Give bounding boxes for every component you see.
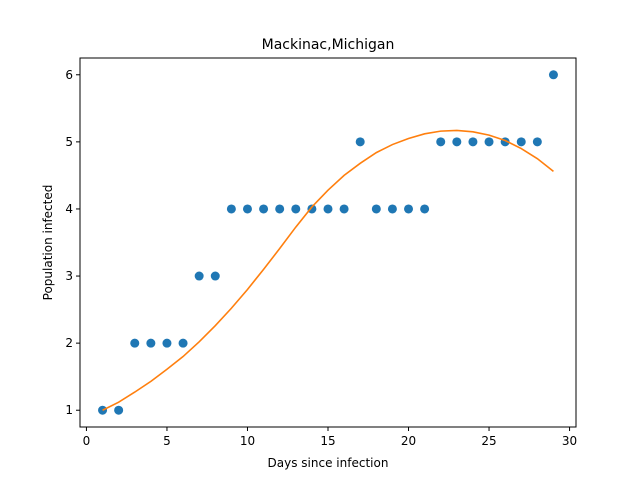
- x-tick-label: 5: [163, 434, 171, 448]
- data-point: [291, 204, 301, 214]
- data-point: [259, 204, 269, 214]
- data-point: [532, 137, 542, 147]
- y-tick-label: 4: [65, 202, 73, 216]
- y-tick-label: 1: [65, 403, 73, 417]
- data-point: [178, 338, 188, 348]
- data-point: [516, 137, 526, 147]
- chart-title: Mackinac,Michigan: [262, 37, 395, 53]
- data-point: [275, 204, 285, 214]
- x-tick-label: 15: [320, 434, 335, 448]
- data-point: [355, 137, 365, 147]
- data-point: [226, 204, 236, 214]
- y-tick-label: 3: [65, 269, 73, 283]
- data-point: [162, 338, 172, 348]
- data-point: [130, 338, 140, 348]
- data-point: [98, 405, 108, 415]
- data-point: [387, 204, 397, 214]
- data-point: [404, 204, 414, 214]
- x-tick-label: 20: [401, 434, 416, 448]
- data-point: [548, 70, 558, 80]
- data-point: [242, 204, 252, 214]
- x-tick-label: 10: [240, 434, 255, 448]
- data-point: [194, 271, 204, 281]
- fit-line: [102, 129, 554, 411]
- data-point: [114, 405, 124, 415]
- data-point: [371, 204, 381, 214]
- y-tick-label: 6: [65, 68, 73, 82]
- x-tick-label: 25: [481, 434, 496, 448]
- data-point: [452, 137, 462, 147]
- y-axis-label: Population infected: [41, 185, 55, 301]
- x-axis-label: Days since infection: [268, 456, 389, 470]
- data-point: [146, 338, 156, 348]
- data-point: [484, 137, 494, 147]
- data-point: [339, 204, 349, 214]
- x-tick-label: 30: [562, 434, 577, 448]
- data-point: [323, 204, 333, 214]
- y-tick-label: 5: [65, 135, 73, 149]
- data-point: [468, 137, 478, 147]
- data-point: [436, 137, 446, 147]
- plot-area: [98, 70, 558, 415]
- data-point: [307, 204, 317, 214]
- x-tick-label: 0: [83, 434, 91, 448]
- y-tick-label: 2: [65, 336, 73, 350]
- data-point: [210, 271, 220, 281]
- data-point: [420, 204, 430, 214]
